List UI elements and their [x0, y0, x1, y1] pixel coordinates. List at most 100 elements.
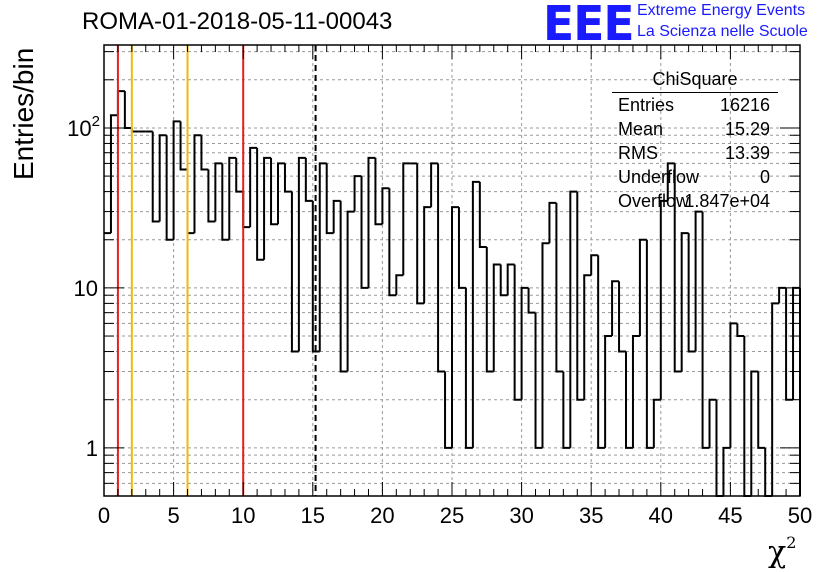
histogram-bin — [116, 90, 125, 116]
histogram-bin — [430, 162, 439, 208]
histogram-bin — [339, 200, 348, 373]
histogram-bin — [172, 120, 181, 240]
x-tick-label: 5 — [167, 503, 179, 528]
histogram-bin — [645, 239, 654, 449]
x-axis-label-base: χ — [768, 535, 787, 570]
stat-key: RMS — [618, 143, 658, 163]
histogram-bin — [130, 127, 139, 133]
histogram-bin — [659, 199, 668, 400]
histogram-bin — [367, 156, 376, 288]
histogram-bin — [242, 191, 251, 229]
stat-key: Mean — [618, 119, 664, 139]
histogram-bin — [708, 398, 717, 448]
histogram-bin — [388, 188, 397, 297]
histogram-bin — [562, 371, 571, 449]
histogram-bin — [193, 134, 202, 234]
histogram-bin — [151, 131, 160, 223]
histogram-bin — [221, 163, 230, 241]
histogram-bin — [652, 398, 661, 448]
histogram-bin — [499, 264, 508, 297]
histogram-bin — [235, 157, 244, 193]
y-tick-exponent: 2 — [92, 113, 100, 130]
y-tick-label: 1 — [86, 436, 98, 461]
logo-tagline-1: Extreme Energy Events — [637, 2, 806, 19]
histogram-bin — [541, 242, 550, 448]
histogram-bin — [353, 175, 362, 212]
logo-tagline-2: La Scienza nelle Scuole — [637, 23, 808, 40]
eee-logo: EEE — [543, 0, 635, 52]
histogram-bin — [123, 91, 132, 129]
histogram-bin — [555, 202, 564, 373]
histogram-bin — [270, 157, 278, 226]
histogram-bin — [332, 199, 341, 234]
stat-value: 13.39 — [724, 143, 770, 163]
histogram-bin — [478, 181, 487, 249]
histogram-bin — [583, 274, 592, 400]
x-tick-label: 30 — [509, 503, 533, 528]
stat-key: Overflow — [618, 191, 690, 211]
x-tick-label: 35 — [579, 503, 603, 528]
histogram-bin — [694, 210, 703, 352]
stats-title: ChiSquare — [612, 68, 778, 93]
histogram-bin — [471, 180, 480, 448]
histogram-bin — [311, 200, 320, 353]
histogram-bin — [590, 254, 599, 276]
histogram-bin — [534, 312, 543, 449]
x-tick-label: 0 — [98, 503, 110, 528]
histogram-bin — [701, 211, 710, 449]
x-tick-label: 25 — [440, 503, 464, 528]
histogram-bin — [771, 302, 780, 496]
histogram-bin — [673, 163, 682, 373]
histogram-bin — [207, 169, 216, 223]
histogram-bin — [214, 162, 223, 222]
y-tick-label: 102 — [67, 113, 100, 141]
histogram-bin — [680, 232, 689, 372]
stat-key: Entries — [618, 95, 675, 115]
histogram-bin — [283, 163, 292, 193]
histogram-layer — [104, 90, 801, 497]
histogram-bin — [109, 114, 118, 234]
histogram-bin — [569, 190, 578, 448]
histogram-bin — [527, 287, 536, 314]
histogram-bin — [451, 206, 459, 448]
histogram-bin — [485, 247, 494, 373]
histogram-bin — [249, 146, 258, 228]
stat-row-underflow: Underflow 0 — [612, 165, 778, 189]
stats-box: ChiSquare Entries 16216 Mean 15.29 RMS 13.3… — [612, 68, 778, 213]
histogram-bin — [165, 135, 174, 241]
histogram-bin — [743, 336, 752, 497]
stat-row-overflow: Overflow 1.847e+04 — [612, 189, 778, 213]
stat-row-mean: Mean 15.29 — [612, 117, 778, 141]
histogram-bin — [200, 135, 209, 171]
histogram-bin — [381, 187, 390, 225]
histogram-bin — [666, 162, 675, 201]
stat-row-entries: Entries 16216 — [612, 93, 778, 117]
histogram-bin — [186, 169, 195, 235]
x-axis-label: χ2 — [768, 533, 796, 570]
histogram-bin — [576, 191, 585, 401]
histogram-bin — [374, 157, 383, 226]
histogram-bin — [457, 207, 466, 289]
histogram-bin — [395, 274, 404, 296]
x-tick-label: 10 — [231, 503, 255, 528]
histogram-bin — [722, 446, 731, 496]
y-axis-label: Entries/bin — [8, 47, 39, 180]
histogram-bin — [492, 263, 501, 372]
y-tick-base: 10 — [67, 116, 91, 141]
histogram-bin — [729, 322, 738, 448]
histogram-bin — [638, 238, 647, 337]
histogram-bin — [179, 121, 188, 171]
histogram-bin — [402, 162, 411, 276]
histogram-bin — [256, 147, 265, 261]
histogram-bin — [360, 176, 369, 289]
histogram-bin — [444, 371, 452, 449]
histogram-bin — [158, 134, 167, 222]
stat-row-rms: RMS 13.39 — [612, 141, 778, 165]
x-tick-label: 40 — [649, 503, 673, 528]
chart-title: ROMA-01-2018-05-11-00043 — [82, 8, 393, 35]
histogram-bin — [290, 191, 299, 353]
histogram-bin — [423, 206, 432, 304]
histogram-bin — [304, 157, 313, 202]
histogram-bin — [506, 263, 515, 296]
histogram-bin — [263, 156, 272, 260]
